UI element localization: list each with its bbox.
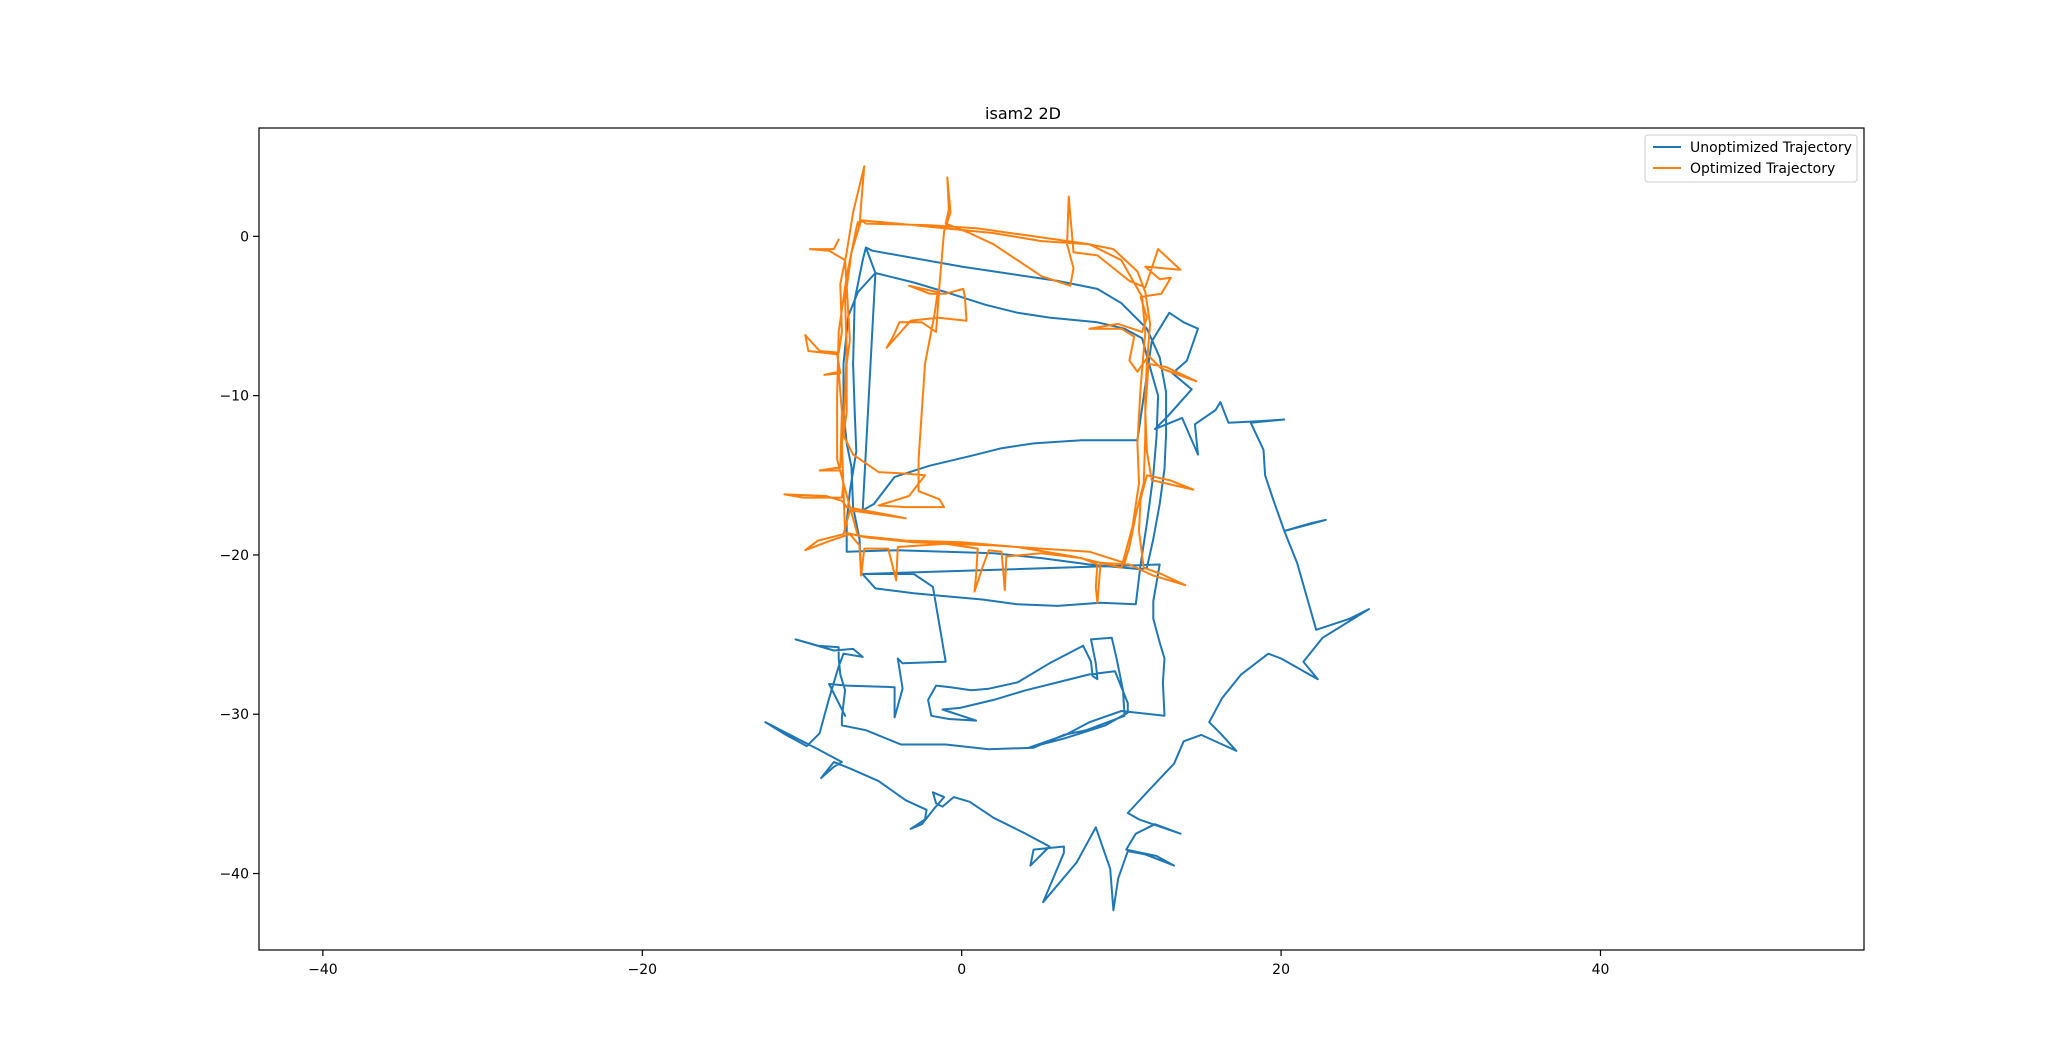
legend-box — [1644, 134, 1858, 183]
plot-frame — [258, 127, 1865, 951]
legend-label: Optimized Trajectory — [1690, 161, 1835, 177]
x-axis: −40 −20 0 20 40 — [308, 950, 1609, 978]
x-tick-label: 20 — [1272, 962, 1290, 978]
y-axis: 0 −10 −20 −30 −40 — [219, 229, 259, 883]
y-tick-label: 0 — [240, 229, 249, 245]
series-layer — [764, 165, 1370, 912]
series-line-optimized — [783, 165, 1198, 604]
y-tick-label: −40 — [219, 867, 249, 883]
legend-label: Unoptimized Trajectory — [1690, 140, 1852, 156]
x-tick-label: −20 — [628, 962, 658, 978]
legend: Unoptimized Trajectory Optimized Trajecto… — [1644, 134, 1858, 183]
y-tick-label: −10 — [219, 389, 249, 405]
y-tick-label: −30 — [219, 707, 249, 723]
x-tick-label: −40 — [308, 962, 338, 978]
x-tick-label: 0 — [957, 962, 966, 978]
chart-title: isam2 2D — [985, 104, 1061, 123]
y-tick-label: −20 — [219, 548, 249, 564]
series-line-unoptimized — [764, 246, 1370, 912]
x-tick-label: 40 — [1592, 962, 1610, 978]
plot-area — [258, 127, 1865, 951]
